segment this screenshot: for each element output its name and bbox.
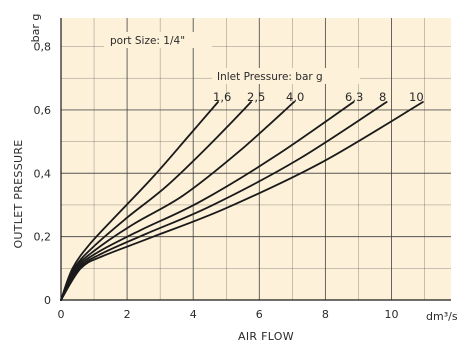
- series-label-3: 4,0: [286, 90, 304, 104]
- y-tick-labels: 0 0,2 0,4 0,6 0,8: [34, 41, 52, 307]
- series-line-2: [60, 101, 252, 301]
- y-axis-title: OUTLET PRESSURE: [12, 139, 25, 248]
- y-tick-label: 0,4: [34, 167, 52, 180]
- plot-area: [61, 18, 451, 300]
- series-line-5: [60, 101, 388, 301]
- x-tick-label: 2: [124, 308, 131, 321]
- x-tick-label: 8: [322, 308, 329, 321]
- series-label-4: 6,3: [345, 90, 363, 104]
- series-label-6: 10: [409, 90, 424, 104]
- x-tick-label: 4: [190, 308, 197, 321]
- inlet-pressure-annotation: Inlet Pressure: bar g: [217, 71, 323, 83]
- series-line-1: [60, 101, 219, 301]
- x-tick-label: 10: [385, 308, 399, 321]
- y-tick-label: 0,2: [34, 231, 52, 244]
- series-label-1: 1,6: [213, 90, 231, 104]
- series-label-2: 2,5: [247, 90, 265, 104]
- y-axis-unit: bar g: [29, 14, 42, 43]
- series-line-4: [60, 101, 355, 301]
- x-tick-label: 0: [58, 308, 65, 321]
- x-axis-title: AIR FLOW: [238, 330, 294, 343]
- port-size-annotation: port Size: 1/4": [110, 35, 185, 47]
- x-tick-labels: 0 2 4 6 8 10: [58, 308, 399, 321]
- inlet-pressure-box: [212, 68, 360, 84]
- series-labels: 1,6 2,5 4,0 6,3 8 10: [213, 90, 424, 104]
- series-label-5: 8: [379, 90, 386, 104]
- series-line-6: [60, 101, 424, 301]
- y-tick-label: 0: [44, 294, 51, 307]
- series-line-3: [60, 101, 295, 301]
- gridlines: [60, 18, 451, 301]
- y-tick-label: 0,8: [34, 41, 52, 54]
- x-axis-unit: dm³/s: [426, 310, 458, 323]
- y-tick-label: 0,6: [34, 104, 52, 117]
- port-size-box: [104, 32, 212, 48]
- series-lines: [60, 101, 424, 301]
- x-tick-label: 6: [256, 308, 263, 321]
